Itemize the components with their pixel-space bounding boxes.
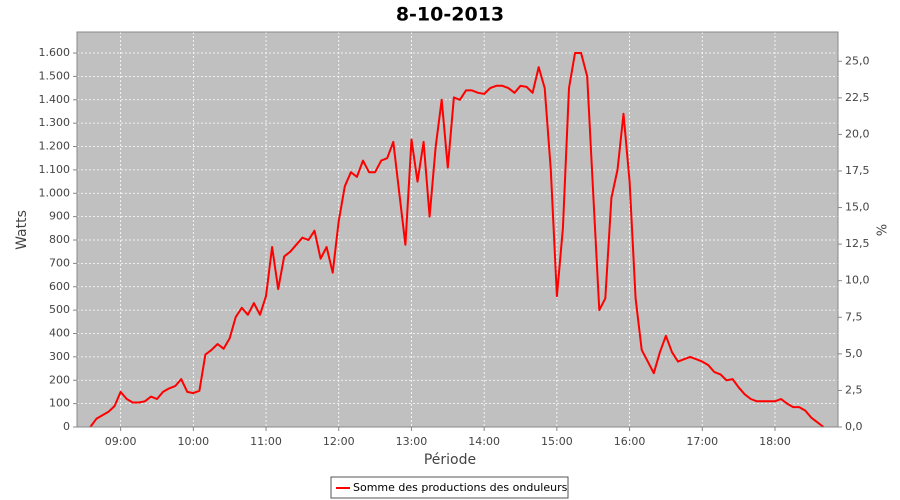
plot-area [77, 32, 838, 427]
y2-tick-label: 2,5 [845, 383, 863, 396]
y2-tick-label: 25,0 [845, 54, 870, 67]
x-tick-label: 16:00 [614, 435, 646, 448]
y2-tick-label: 12,5 [845, 237, 870, 250]
plot-border [76, 31, 839, 428]
chart-title: 8-10-2013 [396, 4, 504, 26]
x-tick-label: 18:00 [759, 435, 791, 448]
y2-tick-label: 5,0 [845, 347, 863, 360]
y2-tick-label: 22,5 [845, 91, 870, 104]
series-line [89, 52, 825, 428]
x-axis-label: Période [424, 452, 476, 468]
y2-tick-label: 20,0 [845, 127, 870, 140]
x-tick-label: 14:00 [468, 435, 500, 448]
y-tick-label: 300 [49, 350, 70, 363]
y2-axis-label: % [873, 224, 888, 236]
y-tick-label: 600 [49, 280, 70, 293]
x-tick-label: 09:00 [105, 435, 137, 448]
y-tick-label: 1.300 [39, 116, 71, 129]
y-tick-label: 1.000 [39, 186, 71, 199]
y-tick-label: 700 [49, 256, 70, 269]
y-tick-label: 1.600 [39, 46, 71, 59]
y-axis-label: Watts [14, 210, 30, 250]
x-tick-label: 10:00 [177, 435, 209, 448]
legend-label: Somme des productions des onduleurs [353, 481, 568, 494]
y-tick-label: 0 [63, 420, 70, 433]
y2-tick-label: 0,0 [845, 420, 863, 433]
x-tick-label: 15:00 [541, 435, 573, 448]
y-tick-label: 500 [49, 303, 70, 316]
y-tick-label: 1.100 [39, 163, 71, 176]
y-tick-label: 200 [49, 373, 70, 386]
legend [330, 476, 569, 499]
y2-tick-label: 10,0 [845, 274, 870, 287]
y2-tick-label: 15,0 [845, 201, 870, 214]
x-tick-label: 13:00 [396, 435, 428, 448]
y-tick-label: 1.400 [39, 93, 71, 106]
y-tick-label: 800 [49, 233, 70, 246]
x-tick-label: 12:00 [323, 435, 355, 448]
y-tick-label: 1.500 [39, 69, 71, 82]
y-tick-label: 400 [49, 327, 70, 340]
y-tick-label: 1.200 [39, 140, 71, 153]
y2-tick-label: 7,5 [845, 310, 863, 323]
x-tick-label: 17:00 [686, 435, 718, 448]
y-tick-label: 100 [49, 397, 70, 410]
y-tick-label: 900 [49, 210, 70, 223]
y2-tick-label: 17,5 [845, 164, 870, 177]
x-tick-label: 11:00 [250, 435, 282, 448]
